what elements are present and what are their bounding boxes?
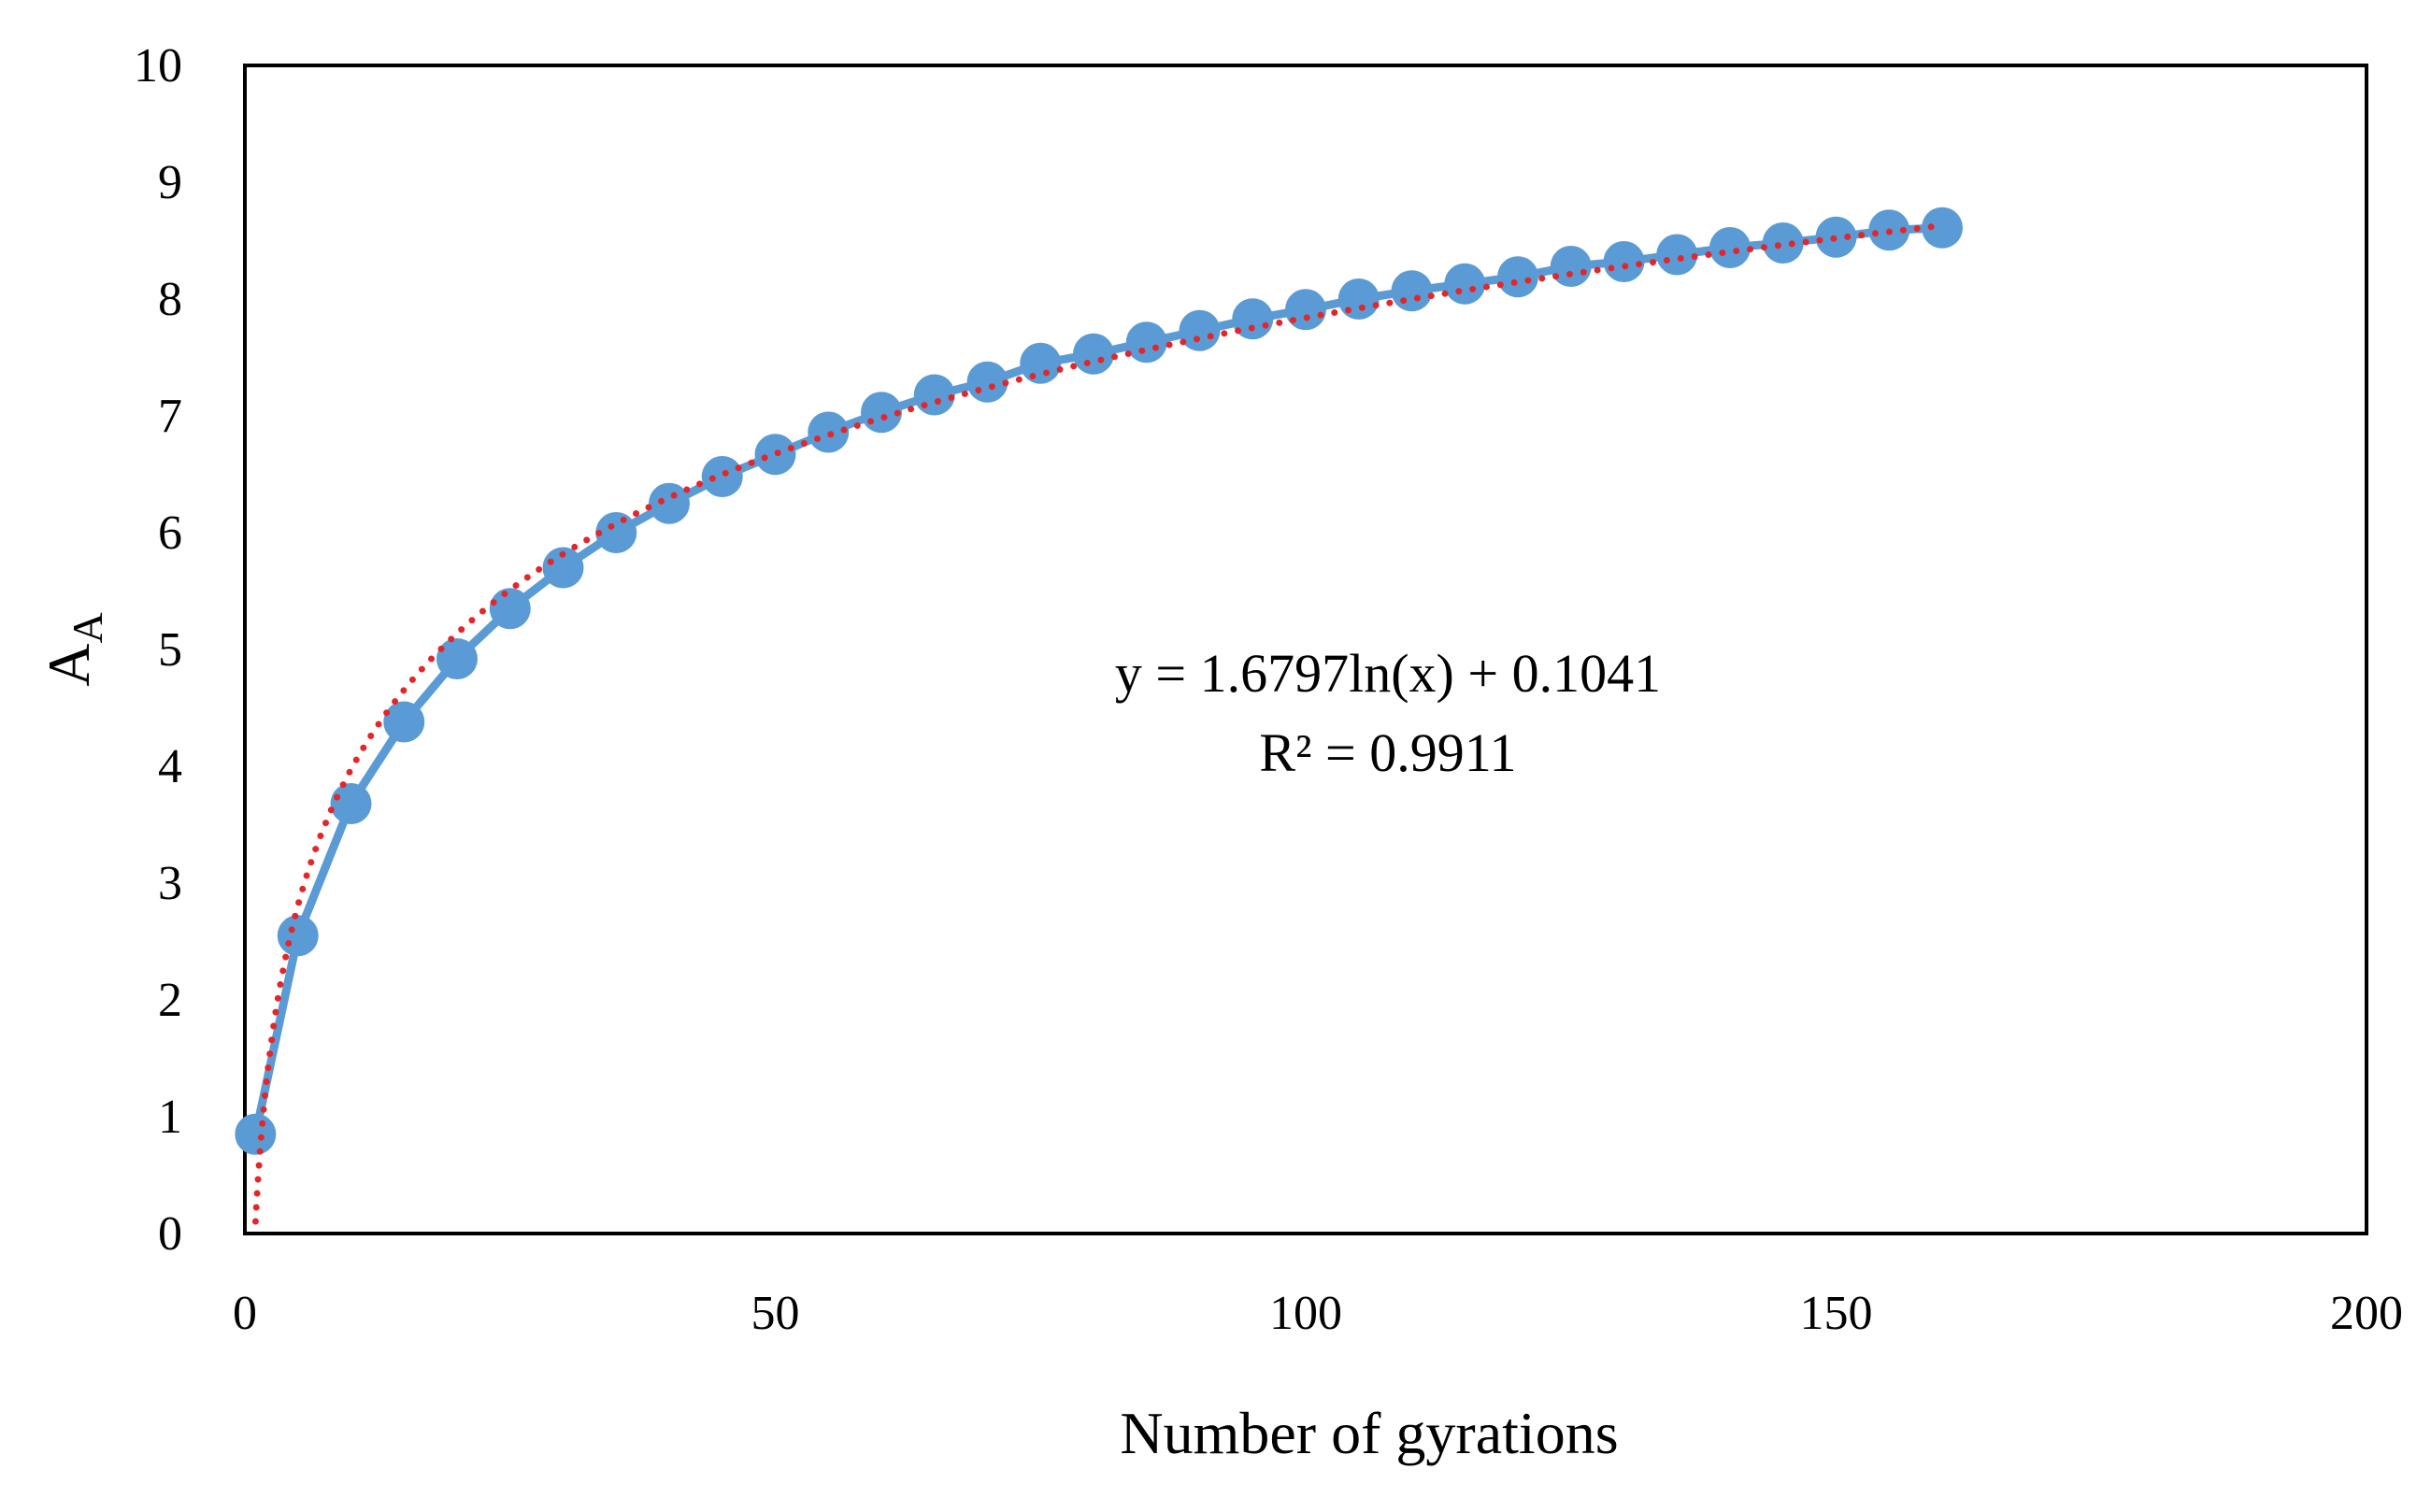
trendline-equation: y = 1.6797ln(x) + 0.1041 <box>1115 643 1661 704</box>
y-tick-label: 0 <box>158 1207 182 1261</box>
data-point <box>1285 289 1326 331</box>
x-axis-ticks: 0 50 100 150 200 <box>233 1287 2403 1340</box>
data-point <box>1922 207 1963 249</box>
x-tick-label: 50 <box>751 1287 800 1340</box>
x-tick-label: 200 <box>2330 1287 2403 1340</box>
data-point <box>1550 246 1592 287</box>
data-point <box>1656 234 1698 276</box>
data-point <box>1020 342 1062 384</box>
data-point <box>913 374 955 416</box>
data-point <box>966 361 1008 403</box>
y-tick-label: 3 <box>158 857 182 910</box>
data-point <box>1073 333 1114 375</box>
y-tick-label: 9 <box>158 156 182 209</box>
data-point <box>1337 278 1380 320</box>
x-axis-title: Number of gyrations <box>1120 1400 1618 1466</box>
y-axis-ticks: 0 1 2 3 4 5 6 7 8 9 10 <box>134 39 182 1261</box>
y-axis-title-main: A <box>36 644 102 687</box>
y-axis-title-subscript: A <box>64 612 111 643</box>
y-tick-label: 5 <box>158 623 182 677</box>
trendline-r-squared: R² = 0.9911 <box>1259 722 1516 783</box>
y-tick-label: 7 <box>158 390 182 443</box>
y-axis-title: AA <box>36 612 111 686</box>
data-point <box>1125 321 1167 364</box>
series-markers <box>235 207 1963 1155</box>
x-tick-label: 0 <box>233 1287 257 1340</box>
data-point <box>542 547 584 589</box>
data-point <box>1444 263 1486 305</box>
data-point <box>701 456 743 497</box>
data-point <box>330 783 372 824</box>
data-point <box>1391 270 1433 312</box>
data-point <box>1179 309 1221 351</box>
data-point <box>1603 241 1645 282</box>
data-point <box>1709 227 1751 268</box>
data-point <box>595 512 637 553</box>
data-point <box>436 638 478 679</box>
data-point <box>1497 256 1538 298</box>
data-point <box>1762 222 1804 264</box>
x-tick-label: 150 <box>1800 1287 1873 1340</box>
data-point <box>649 482 690 524</box>
y-tick-label: 4 <box>158 740 182 793</box>
y-tick-label: 8 <box>158 273 182 326</box>
data-point <box>235 1113 277 1155</box>
y-tick-label: 6 <box>158 506 182 560</box>
trendline <box>251 221 1946 1225</box>
data-point <box>383 701 425 743</box>
data-point <box>277 915 319 957</box>
plot-frame <box>243 64 2368 1235</box>
y-tick-label: 10 <box>134 39 182 93</box>
data-point <box>489 588 531 630</box>
data-point <box>1232 298 1274 340</box>
y-tick-label: 2 <box>158 974 182 1027</box>
x-tick-label: 100 <box>1269 1287 1342 1340</box>
y-tick-label: 1 <box>158 1091 182 1144</box>
